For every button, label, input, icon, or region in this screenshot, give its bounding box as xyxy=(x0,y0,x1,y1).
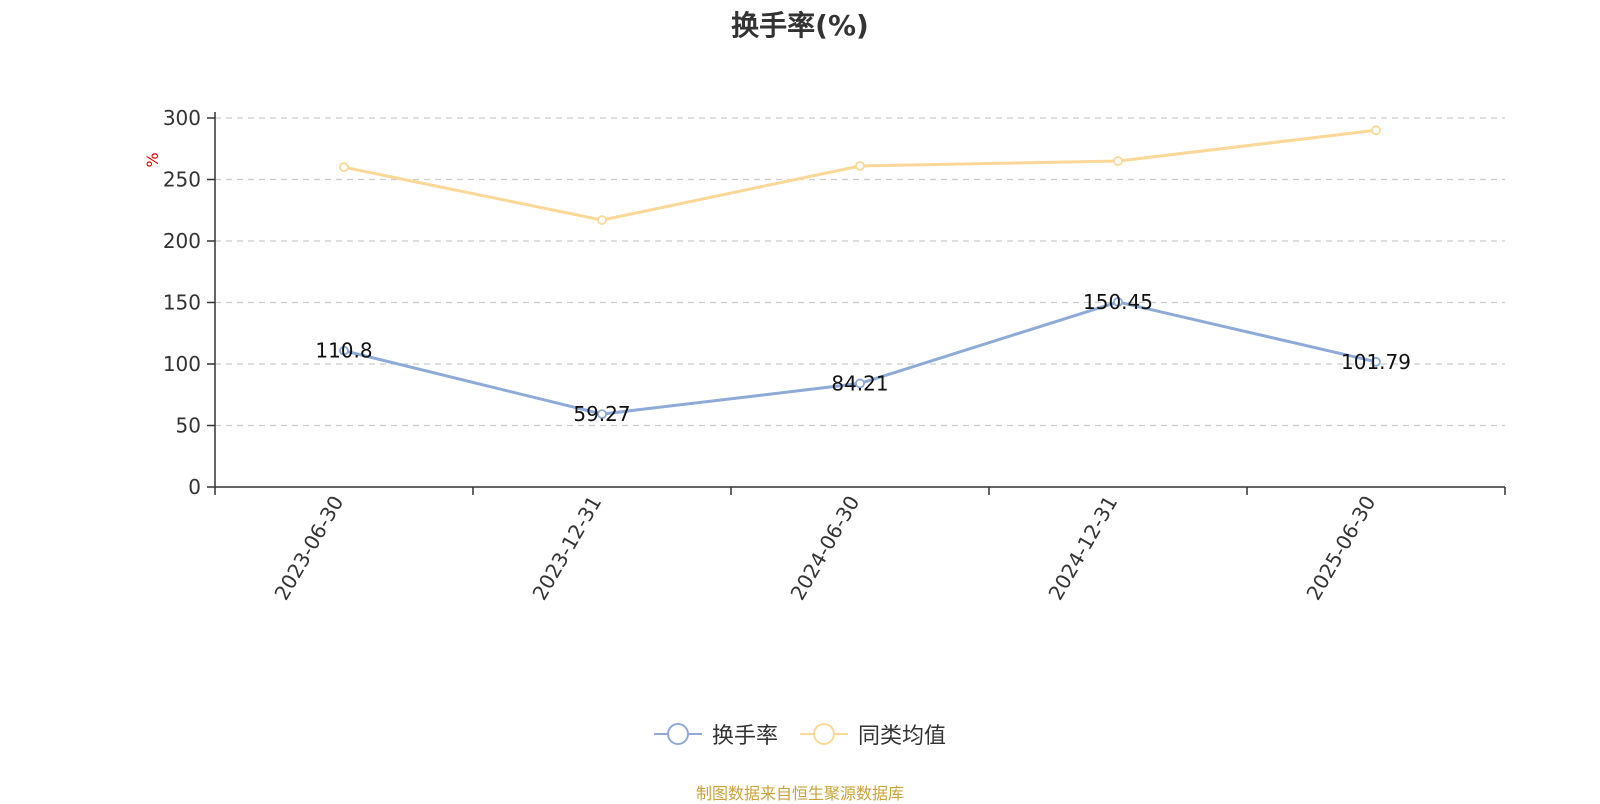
y-tick-label: 150 xyxy=(163,291,201,315)
data-point xyxy=(1371,125,1381,136)
y-tick-label: 0 xyxy=(188,475,201,499)
data-point xyxy=(339,162,349,173)
data-label: 110.8 xyxy=(315,339,372,363)
legend-item-turnover[interactable]: 换手率 xyxy=(653,718,778,750)
data-point xyxy=(597,215,607,225)
y-tick-label: 200 xyxy=(163,229,201,253)
legend-label-peer-average: 同类均值 xyxy=(858,724,947,749)
y-axis-label: % xyxy=(143,152,162,167)
x-tick-label: 2025-06-30 xyxy=(1301,492,1380,605)
y-tick-label: 100 xyxy=(163,352,201,376)
x-tick-label: 2023-06-30 xyxy=(269,492,348,605)
y-tick-label: 300 xyxy=(163,106,201,130)
series xyxy=(339,125,1381,419)
data-label: 84.21 xyxy=(831,371,888,395)
data-point xyxy=(1113,156,1123,166)
data-label: 101.79 xyxy=(1341,350,1411,374)
x-tick-label: 2024-06-30 xyxy=(785,492,864,605)
data-label: 150.45 xyxy=(1083,290,1153,314)
data-point xyxy=(855,378,865,389)
y-tick-label: 250 xyxy=(163,168,201,192)
series-line xyxy=(343,300,1377,416)
data-point xyxy=(597,409,607,419)
data-labels: 110.8 59.27 84.21 150.45 101.79 xyxy=(315,290,1411,426)
grid-lines xyxy=(215,117,1505,427)
data-point xyxy=(855,161,865,171)
legend-item-peer-average[interactable]: 同类均值 xyxy=(800,718,946,750)
legend: 换手率 同类均值 xyxy=(0,718,1600,750)
data-point xyxy=(1371,356,1381,367)
legend-swatch-peer-average xyxy=(800,721,848,747)
data-label: 59.27 xyxy=(573,402,630,426)
chart-title: 换手率(%) xyxy=(731,9,869,42)
legend-swatch-turnover xyxy=(653,721,702,747)
data-point xyxy=(339,345,349,356)
series-line xyxy=(343,128,1377,222)
data-point xyxy=(1113,297,1123,307)
x-tick-label: 2024-12-31 xyxy=(1043,492,1122,605)
x-tick-label: 2023-12-31 xyxy=(527,492,606,605)
source-note: 制图数据来自恒生聚源数据库 xyxy=(695,784,904,803)
y-tick-label: 50 xyxy=(176,414,201,438)
legend-label-turnover: 换手率 xyxy=(711,724,778,749)
